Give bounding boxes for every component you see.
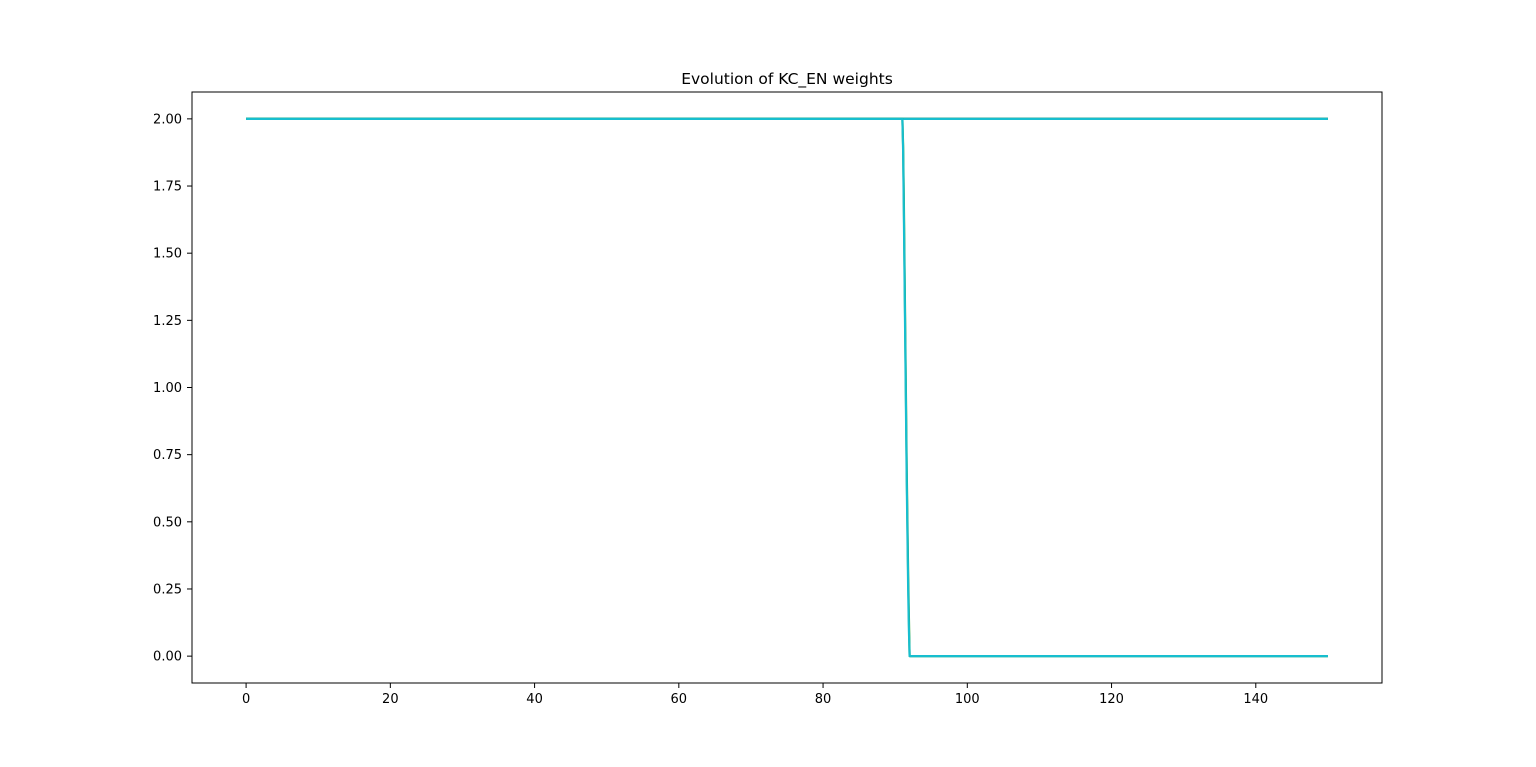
plot-area [192,92,1382,683]
x-tick-label: 80 [815,692,832,707]
x-tick-label: 120 [1099,692,1124,707]
x-tick-label: 140 [1243,692,1268,707]
y-tick-label: 1.75 [153,180,182,195]
y-axis: 0.00 0.25 0.50 0.75 1.00 1.25 1.50 1.75 2.00 [153,112,192,665]
y-tick-label: 1.25 [153,314,182,329]
y-tick-label: 0.50 [153,515,182,530]
y-tick-label: 1.50 [153,247,182,262]
x-tick-label: 100 [955,692,980,707]
series-line-6 [246,117,1328,658]
y-tick-label: 1.00 [153,381,182,396]
y-tick-label: 0.75 [153,448,182,463]
x-tick-label: 60 [671,692,688,707]
plot-background [192,92,1382,683]
y-tick-label: 0.25 [153,582,182,597]
x-tick-label: 40 [526,692,543,707]
chart-title: Evolution of KC_EN weights [681,70,893,89]
x-tick-label: 20 [382,692,399,707]
x-tick-label: 0 [242,692,250,707]
series-lines [246,117,1328,658]
x-axis: 0 20 40 60 80 100 120 140 [242,683,1268,707]
y-tick-label: 2.00 [153,112,182,127]
y-tick-label: 0.00 [153,650,182,665]
